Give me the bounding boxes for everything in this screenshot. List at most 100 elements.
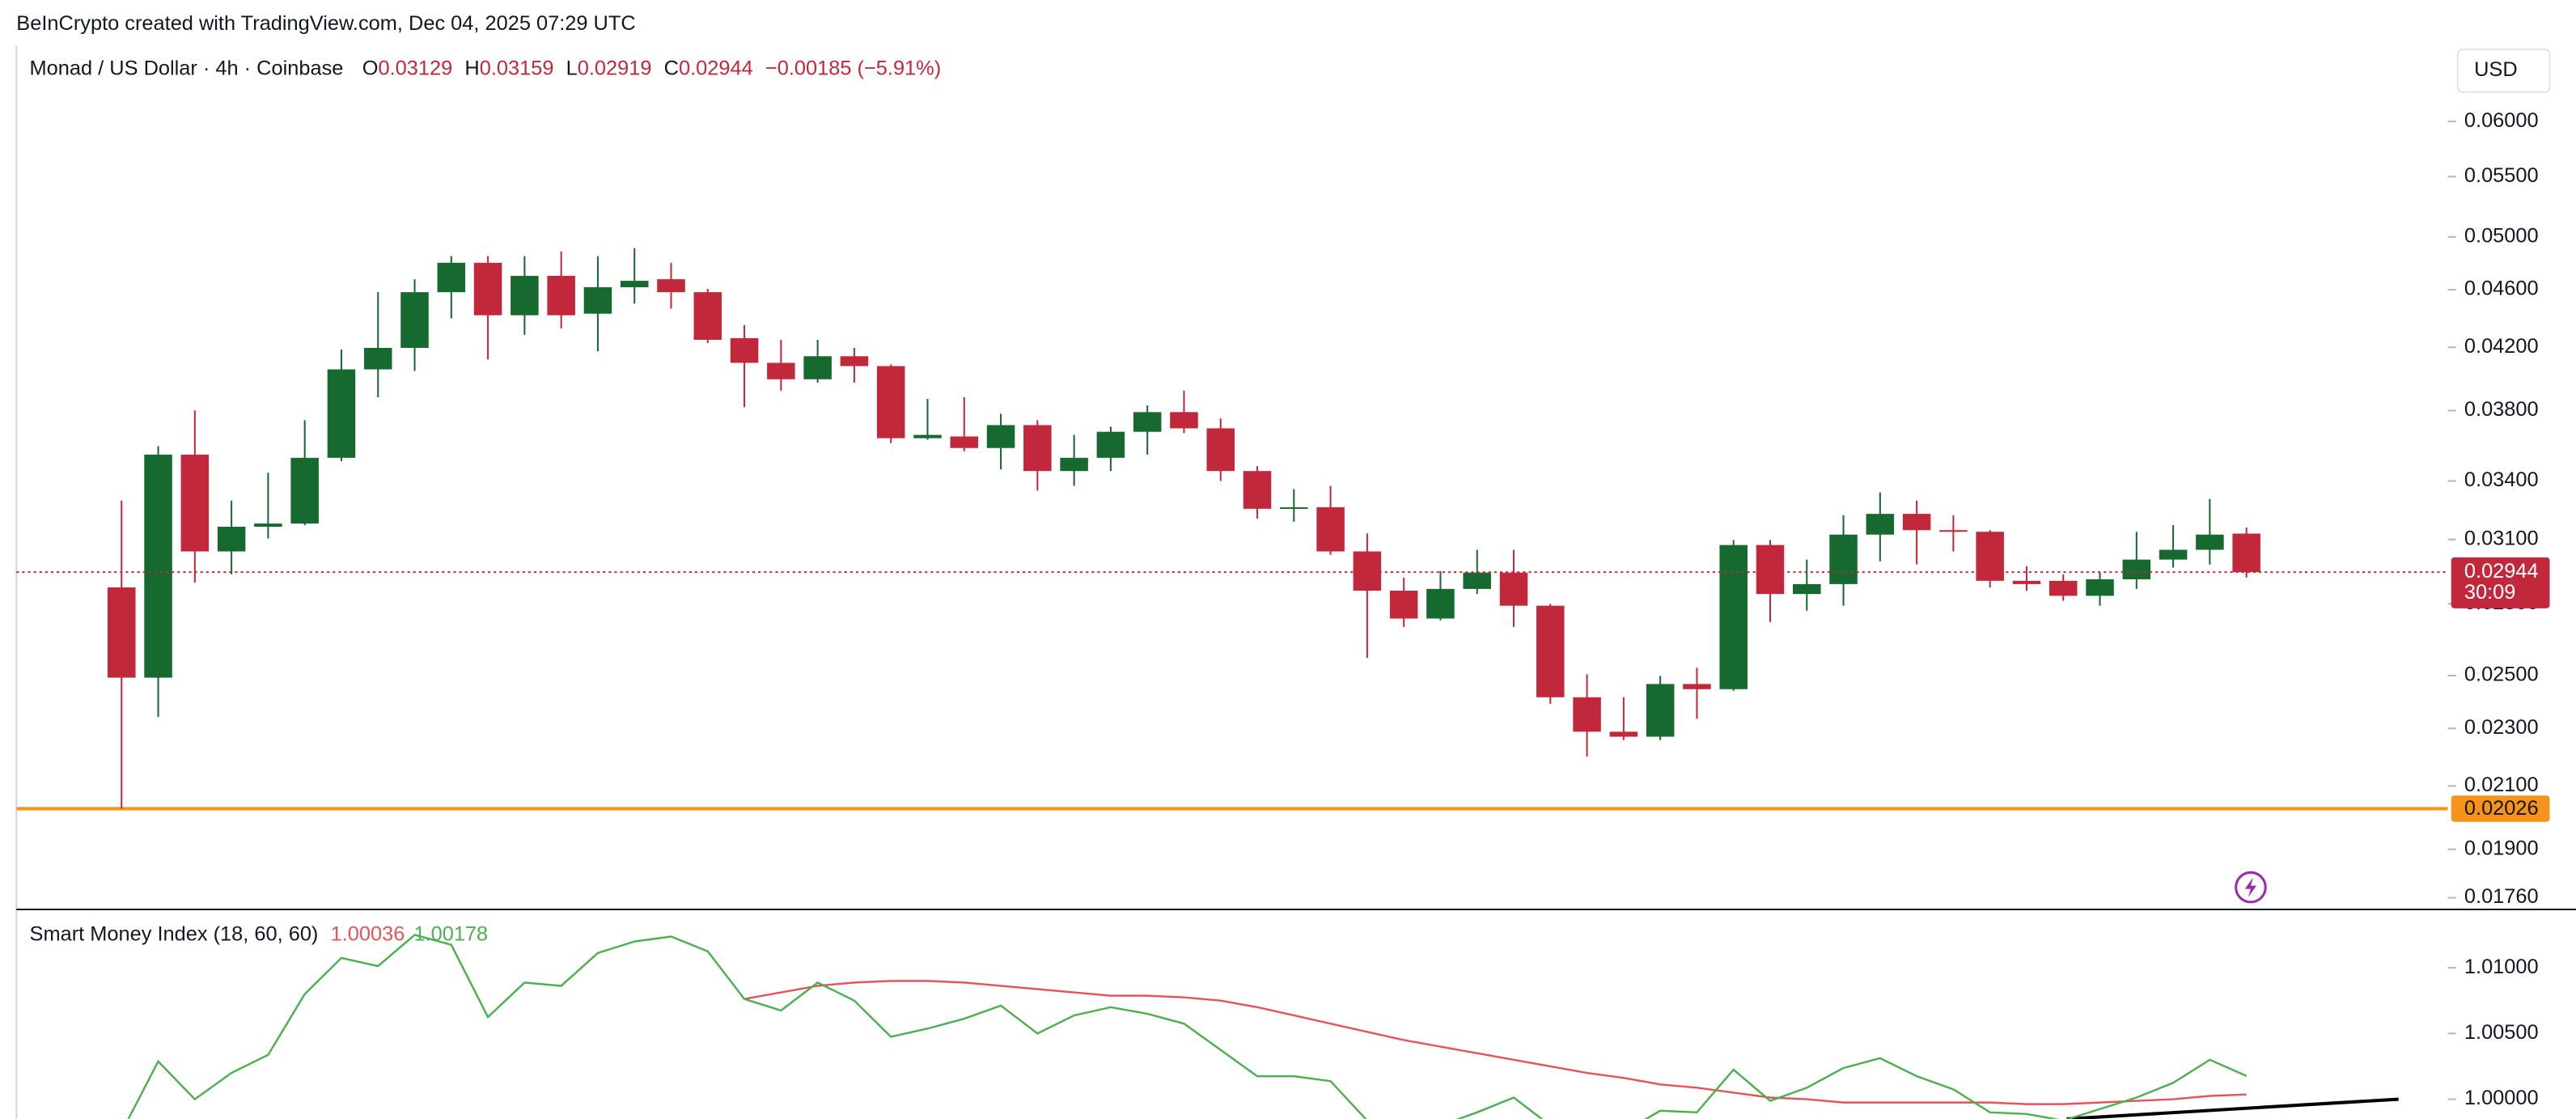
y-tick-label: 1.00000 [2464, 1087, 2539, 1109]
y-tick-label: 0.06000 [2464, 109, 2539, 132]
candle-body [217, 527, 246, 552]
candle-body [1573, 697, 1601, 732]
candle-body [108, 587, 136, 678]
candle-body [400, 292, 429, 348]
ohlc-label: H [464, 57, 479, 79]
y-tick-label: 0.03400 [2464, 468, 2539, 491]
candle-body [620, 281, 649, 288]
y-tick-label: 0.05000 [2464, 225, 2539, 248]
candle-body [1426, 588, 1455, 619]
candle-body [1096, 431, 1125, 458]
ohlc-label: C [664, 57, 679, 79]
candle-body [1463, 572, 1491, 589]
candle-body [254, 523, 282, 528]
candle-body [2122, 559, 2151, 579]
indicator-title: Smart Money Index (18, 60, 60) [30, 922, 319, 945]
candle-body [2232, 533, 2260, 573]
y-tick-label: 0.03800 [2464, 398, 2539, 421]
y-tick-label: 0.03100 [2464, 527, 2539, 549]
chart-title: Monad / US Dollar · 4h · Coinbase [30, 57, 344, 79]
y-tick-label: 0.01900 [2464, 837, 2539, 859]
alert-icon[interactable] [2235, 871, 2267, 904]
candle-body [1280, 507, 1308, 509]
alert-bolt[interactable] [2244, 877, 2257, 897]
candle-body [730, 337, 759, 363]
candle-body [1316, 507, 1345, 552]
candle-body [583, 287, 612, 314]
candle-body [2196, 534, 2224, 550]
indicator-line [744, 980, 2247, 1105]
candle-body [473, 262, 502, 316]
candle-body [1683, 684, 1711, 689]
candle-body [1902, 514, 1931, 531]
candle-body [657, 279, 685, 293]
candle-body [950, 436, 979, 448]
ohlc-value: 0.02944 [679, 57, 753, 79]
candle-body [327, 369, 356, 458]
plot-area [127, 934, 2248, 1119]
candle-body [290, 457, 319, 524]
candle-body [1646, 684, 1675, 737]
candle-body [803, 356, 832, 379]
candle-body [547, 275, 575, 316]
candle-body [840, 356, 869, 367]
change: −0.00185 (−5.91%) [765, 57, 941, 79]
support-box [2451, 795, 2550, 822]
candle-body [1499, 572, 1528, 606]
candle-body [986, 425, 1015, 448]
candle-body [1609, 731, 1638, 737]
candle-body [1023, 425, 1052, 472]
indicator-header: Smart Money Index (18, 60, 60) 1.00036 1… [30, 922, 489, 945]
candle-body [180, 454, 210, 552]
y-tick-label: 1.00500 [2464, 1021, 2539, 1044]
countdown: 30:09 [2464, 581, 2516, 604]
y-tick-label: 0.04600 [2464, 278, 2539, 300]
attribution: BeInCrypto created with TradingView.com,… [16, 12, 635, 35]
candle-body [1976, 532, 2004, 581]
candle-body [2086, 579, 2114, 596]
indicator-value: 1.00036 [331, 922, 405, 945]
candle-body [2049, 580, 2078, 596]
trendline [2066, 1097, 2399, 1119]
candle-body [1133, 412, 1162, 432]
y-tick-label: 0.02300 [2464, 716, 2539, 739]
ohlc-value: 0.02919 [578, 57, 652, 79]
currency[interactable]: USD [2474, 58, 2518, 81]
indicator-value: 1.00178 [413, 922, 488, 945]
candle-body [511, 275, 539, 316]
candle-body [1206, 428, 1235, 472]
candle-body [1389, 591, 1418, 619]
candle-body [876, 366, 905, 439]
candle-body [1243, 471, 1272, 509]
candle-body [913, 434, 942, 439]
candle-body [1536, 605, 1565, 697]
candle-body [437, 262, 466, 293]
last-price-label: 0.02944 [2464, 560, 2539, 583]
y-tick-label: 0.02500 [2464, 663, 2539, 686]
candle-body [1939, 530, 1968, 532]
candle-body [1170, 412, 1198, 429]
candle-body [2159, 549, 2188, 560]
currency-box[interactable] [2456, 48, 2551, 93]
candle-body [363, 347, 392, 370]
y-tick-label: 0.05500 [2464, 164, 2539, 187]
y-tick-label: 0.02100 [2464, 774, 2539, 796]
candle-body [1060, 457, 1088, 472]
y-tick-label: 0.01760 [2464, 885, 2539, 908]
candle-body [1719, 545, 1748, 689]
indicator-line [127, 934, 2248, 1119]
candle-body [1756, 545, 1785, 595]
candle-body [2012, 580, 2041, 584]
candle-body [767, 362, 795, 379]
ohlc-value: 0.03159 [480, 57, 554, 79]
y-tick-label: 0.04200 [2464, 335, 2539, 358]
y-tick-label: 1.01000 [2464, 956, 2539, 978]
ohlc-label: O [362, 57, 379, 79]
support-label: 0.02026 [2464, 797, 2539, 820]
ohlc-label: L [566, 57, 578, 79]
candle-body [693, 292, 722, 340]
candle-body [1866, 514, 1895, 535]
